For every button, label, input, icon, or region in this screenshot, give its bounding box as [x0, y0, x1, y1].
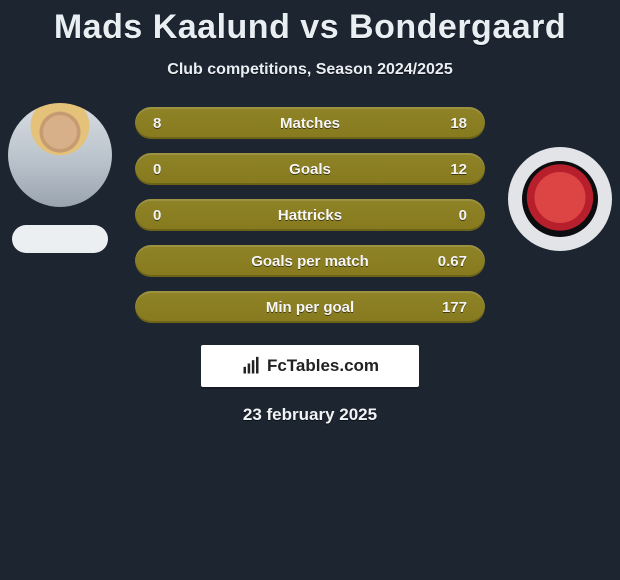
stat-left-value: 0	[153, 161, 193, 178]
snapshot-date: 23 february 2025	[0, 405, 620, 425]
stat-left-value: 0	[153, 207, 193, 224]
stat-left-value: 8	[153, 115, 193, 132]
comparison-panel: 8 Matches 18 0 Goals 12 0 Hattricks 0 Go…	[0, 107, 620, 425]
stat-bars: 8 Matches 18 0 Goals 12 0 Hattricks 0 Go…	[135, 107, 485, 323]
brand-badge: FcTables.com	[201, 345, 419, 387]
stat-right-value: 18	[427, 115, 467, 132]
stat-right-value: 0	[427, 207, 467, 224]
left-column	[0, 107, 120, 253]
brand-text: FcTables.com	[267, 356, 379, 376]
stat-right-value: 12	[427, 161, 467, 178]
stat-bar: Min per goal 177	[135, 291, 485, 323]
page-title: Mads Kaalund vs Bondergaard	[0, 0, 620, 47]
bar-chart-icon	[241, 356, 261, 376]
stat-bar: 0 Goals 12	[135, 153, 485, 185]
stat-right-value: 177	[427, 299, 467, 316]
stat-bar: 8 Matches 18	[135, 107, 485, 139]
club-crest	[508, 147, 612, 251]
right-column	[500, 107, 620, 251]
left-country-pill	[12, 225, 108, 253]
player-avatar	[8, 103, 112, 207]
page-subtitle: Club competitions, Season 2024/2025	[0, 61, 620, 79]
stat-right-value: 0.67	[427, 253, 467, 270]
stat-bar: 0 Hattricks 0	[135, 199, 485, 231]
stat-bar: Goals per match 0.67	[135, 245, 485, 277]
